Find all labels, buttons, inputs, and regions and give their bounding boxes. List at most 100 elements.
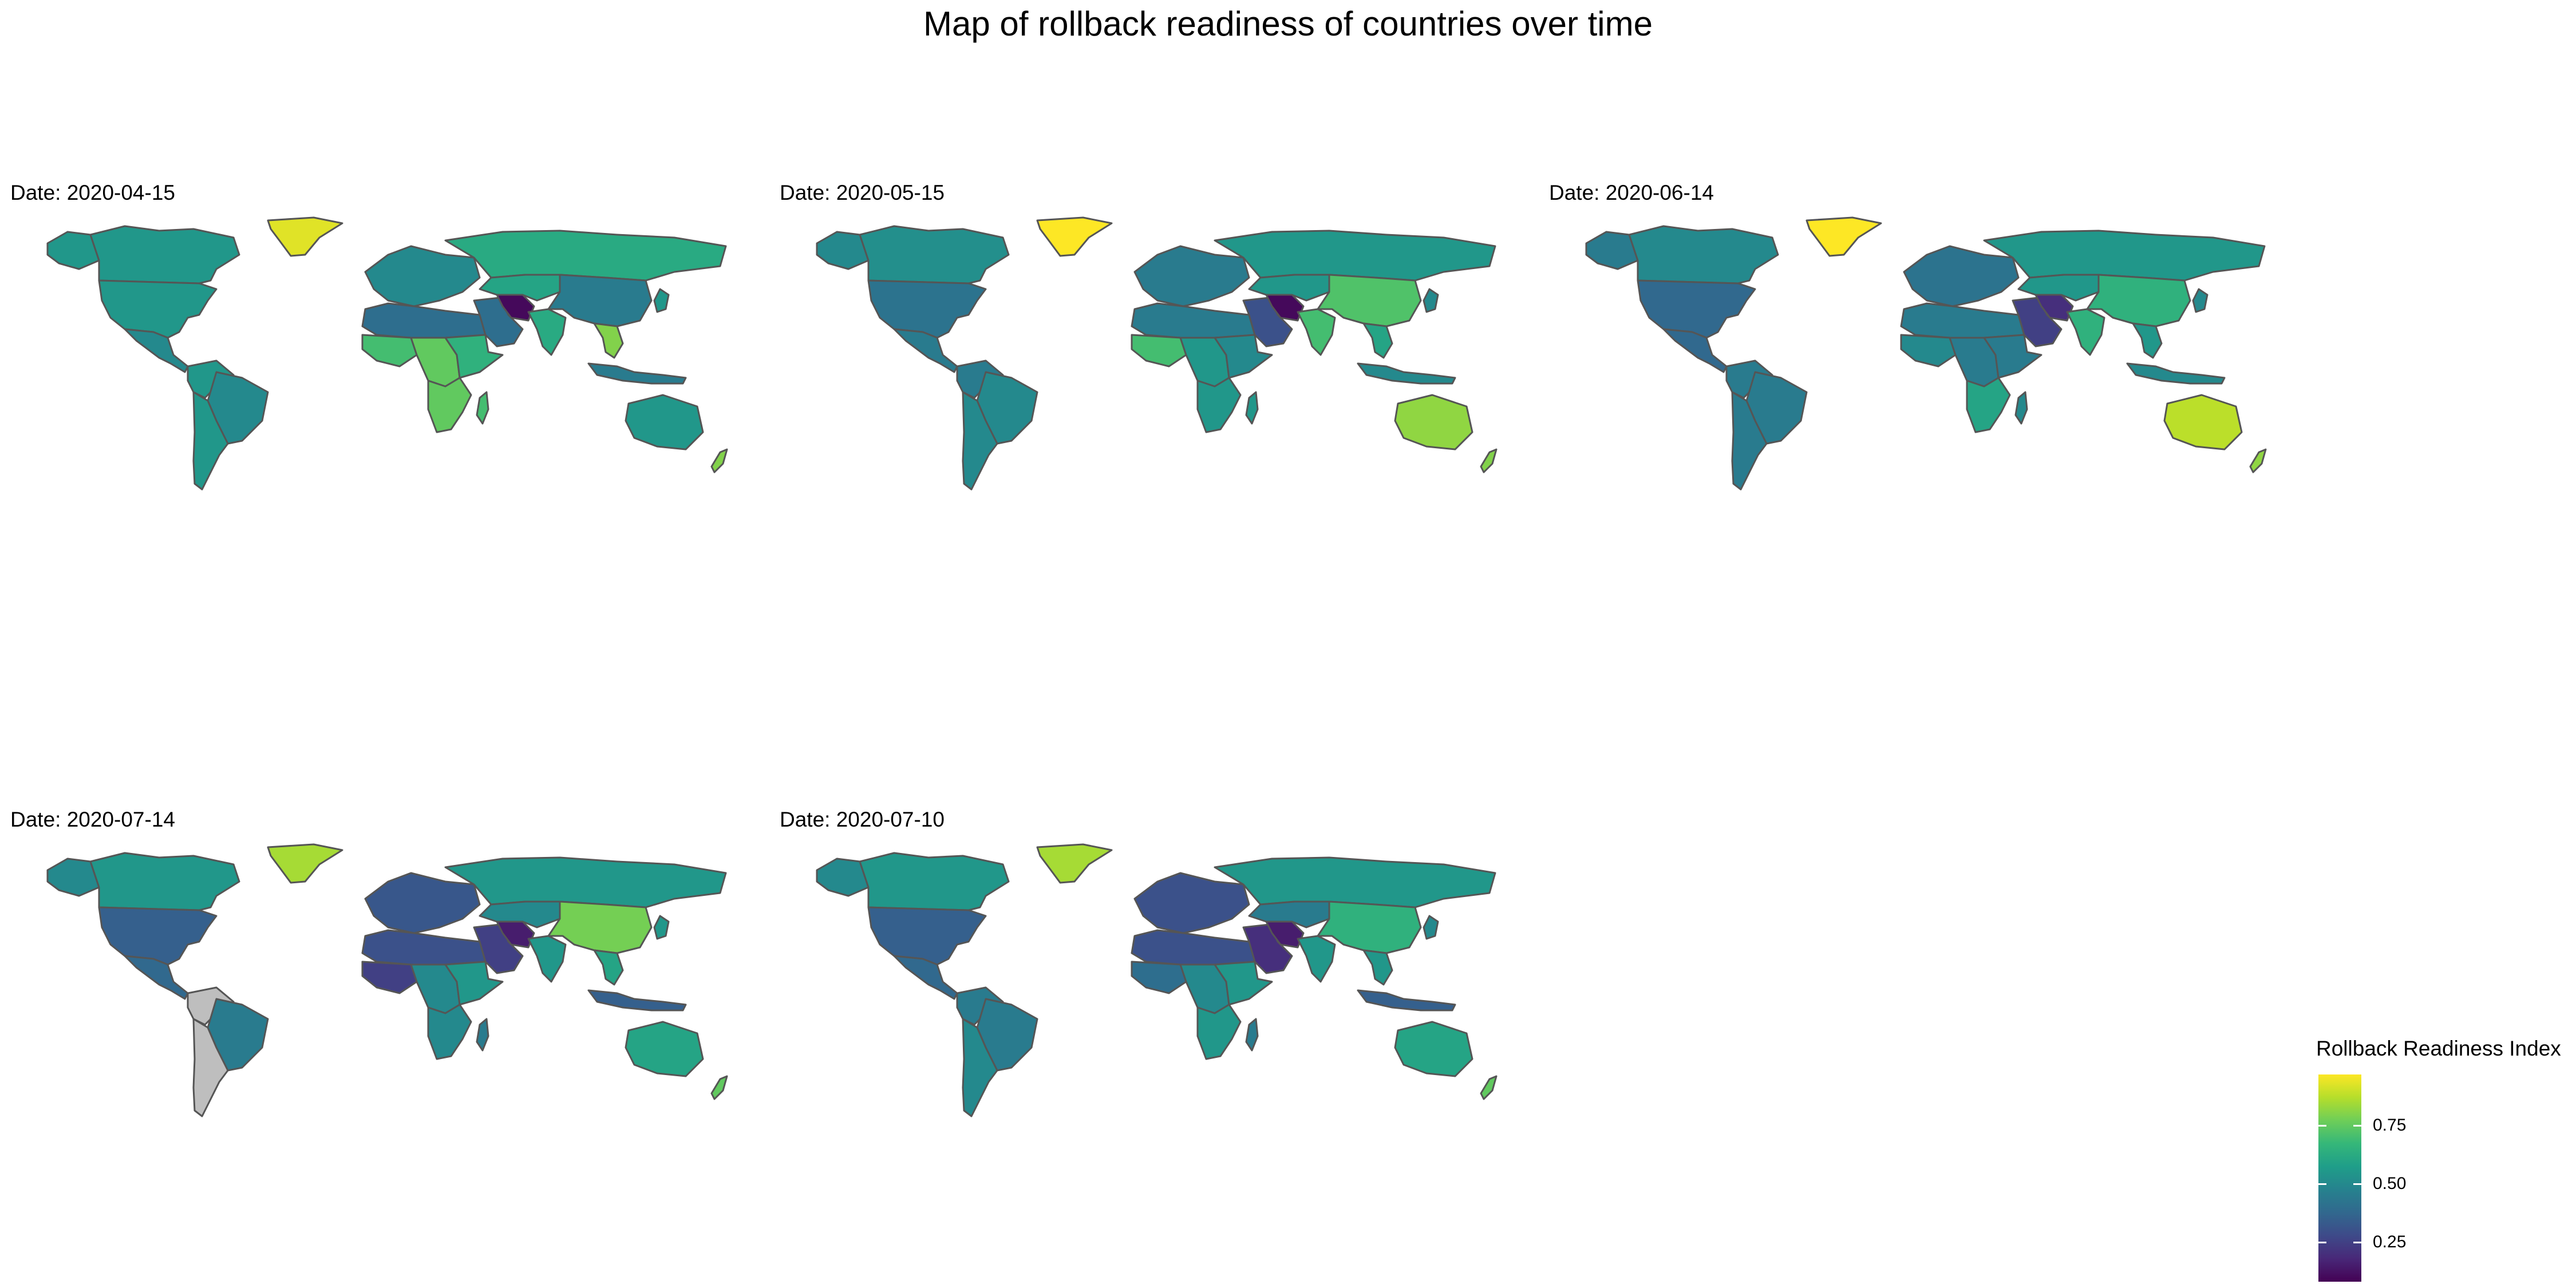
region-australia [1394, 394, 1473, 451]
region-alaska [816, 231, 870, 270]
legend-tick-mark [2318, 1241, 2326, 1243]
map-panel: Date: 2020-05-15 [780, 180, 1541, 524]
region-japan [1423, 915, 1439, 940]
region-north-africa [361, 302, 487, 339]
region-southern-africa [427, 1003, 472, 1060]
region-southeast-asia [2132, 322, 2163, 359]
region-madagascar [1245, 1018, 1259, 1052]
region-russia [444, 230, 727, 282]
region-horn-africa [1214, 961, 1273, 1006]
region-europe [1133, 872, 1250, 934]
legend-tick-mark [2353, 1183, 2361, 1186]
region-japan [653, 288, 670, 313]
region-indonesia [1357, 362, 1456, 385]
map-panel: Date: 2020-07-14 [10, 807, 772, 1151]
region-canada [89, 225, 240, 285]
region-southeast-asia [1362, 322, 1393, 359]
region-north-africa [1131, 302, 1256, 339]
region-central-asia [2017, 274, 2100, 302]
region-horn-africa [444, 334, 504, 379]
region-southern-africa [427, 377, 472, 433]
region-south-asia [1297, 308, 1336, 356]
panel-date-label: Date: 2020-07-10 [780, 808, 945, 831]
region-russia [1214, 230, 1496, 282]
region-north-america [98, 279, 218, 339]
map-panel: Date: 2020-04-15 [10, 180, 772, 524]
region-central-asia [479, 274, 561, 302]
region-australia [625, 394, 704, 451]
region-greenland [1036, 216, 1113, 257]
world-map [1585, 216, 2267, 491]
legend-tick-label: 0.75 [2373, 1116, 2407, 1135]
map-title: Map of rollback readiness of countries o… [923, 5, 1653, 43]
panel-date-label: Date: 2020-05-15 [780, 181, 945, 204]
region-greenland [1036, 843, 1113, 884]
region-west-africa [361, 961, 418, 994]
region-central-america [893, 328, 958, 373]
region-australia [2163, 394, 2243, 451]
region-alaska [816, 858, 870, 897]
panel-date-label: Date: 2020-07-14 [10, 808, 175, 831]
region-australia [1394, 1021, 1473, 1077]
region-central-asia [1248, 900, 1330, 929]
legend-tick-mark [2318, 1125, 2326, 1127]
region-russia [444, 856, 727, 908]
region-madagascar [476, 391, 489, 425]
region-europe [1903, 245, 2020, 307]
region-greenland [267, 843, 343, 884]
region-canada [859, 852, 1010, 911]
region-central-america [1662, 328, 1728, 373]
region-southern-africa [1196, 377, 1242, 433]
region-north-america [867, 906, 987, 966]
map-panel: Date: 2020-07-10 [780, 807, 1541, 1151]
region-central-america [893, 955, 958, 1000]
map-panel: Date: 2020-06-14 [1549, 180, 2310, 524]
region-new-zealand [710, 448, 728, 473]
region-north-america [867, 279, 987, 339]
region-madagascar [1245, 391, 1259, 425]
panel-date-label: Date: 2020-04-15 [10, 181, 175, 204]
region-japan [1423, 288, 1439, 313]
region-west-africa [1131, 334, 1187, 368]
region-west-africa [1131, 961, 1187, 994]
region-new-zealand [1480, 448, 1498, 473]
region-south-asia [527, 308, 567, 356]
legend: Rollback Readiness Index 0.25 0.50 0.75 [2313, 1036, 2576, 1288]
region-russia [1214, 856, 1496, 908]
region-japan [653, 915, 670, 940]
region-horn-africa [444, 961, 504, 1006]
region-southern-africa [1196, 1003, 1242, 1060]
region-south-america-south [192, 1018, 229, 1117]
region-south-america-south [962, 1018, 998, 1117]
region-new-zealand [710, 1075, 728, 1100]
region-new-zealand [2249, 448, 2267, 473]
region-indonesia [2126, 362, 2226, 385]
region-south-asia [527, 935, 567, 983]
region-north-africa [1900, 302, 2025, 339]
region-southern-africa [1966, 377, 2011, 433]
legend-tick-label: 0.50 [2373, 1174, 2407, 1194]
region-central-america [124, 955, 189, 1000]
region-southeast-asia [1362, 949, 1393, 986]
region-greenland [1805, 216, 1882, 257]
region-south-asia [1297, 935, 1336, 983]
region-new-zealand [1480, 1075, 1498, 1100]
region-madagascar [2014, 391, 2028, 425]
world-map [46, 843, 728, 1117]
legend-tick-mark [2353, 1241, 2361, 1243]
legend-tick-label: 0.25 [2373, 1232, 2407, 1251]
region-europe [364, 872, 481, 934]
region-alaska [1585, 231, 1639, 270]
region-canada [859, 225, 1010, 285]
region-madagascar [476, 1018, 489, 1052]
world-map [816, 216, 1498, 491]
region-north-africa [361, 929, 487, 966]
region-southeast-asia [593, 322, 624, 359]
region-indonesia [587, 989, 687, 1012]
region-indonesia [1357, 989, 1456, 1012]
region-europe [1133, 245, 1250, 307]
region-southeast-asia [593, 949, 624, 986]
region-north-america [98, 906, 218, 966]
legend-title: Rollback Readiness Index [2316, 1037, 2561, 1060]
region-west-africa [361, 334, 418, 368]
